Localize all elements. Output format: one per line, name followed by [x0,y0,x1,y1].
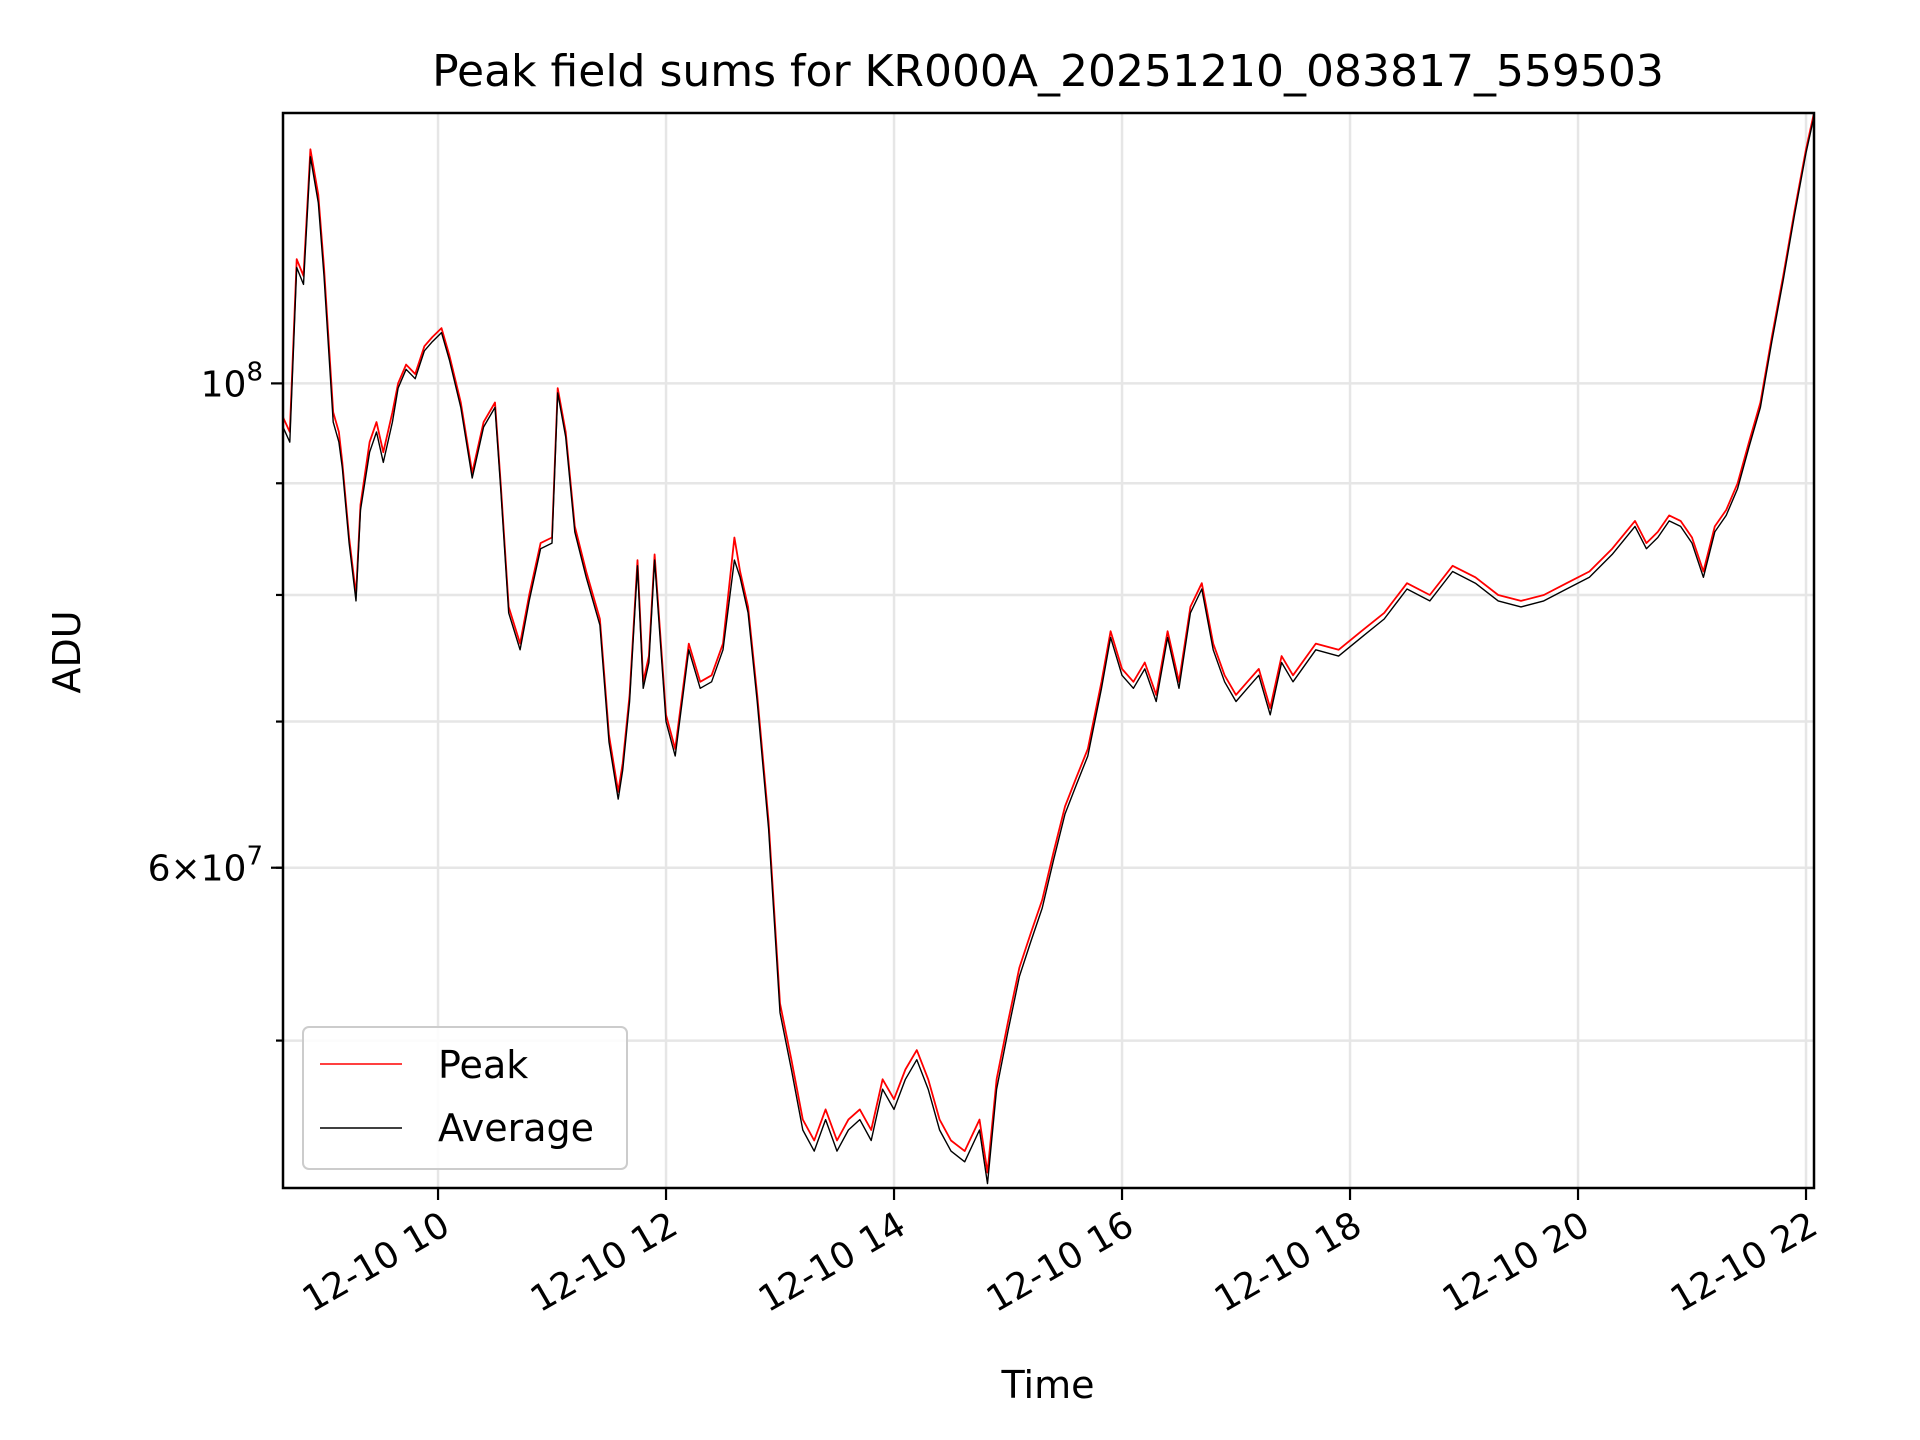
y-tick-label: 108 [201,357,263,405]
legend-label-peak: Peak [438,1043,528,1087]
y-tick-labels: 6×107 108 [148,357,263,889]
axes-frame [281,111,1816,1190]
plot-area [283,113,1814,1185]
chart-title: Peak field sums for KR000A_20251210_0838… [432,46,1664,97]
legend-label-average: Average [438,1106,594,1150]
legend-box [302,1026,628,1170]
y-tick-label: 6×107 [148,842,263,890]
legend: Peak Average [302,1026,628,1170]
y-axis-label: ADU [45,610,89,693]
series-line-peak [283,113,1814,1174]
series-line-average [283,116,1814,1185]
x-axis-label: Time [1001,1363,1095,1407]
grid [283,113,1814,1188]
axis-ticks [271,382,1808,1200]
